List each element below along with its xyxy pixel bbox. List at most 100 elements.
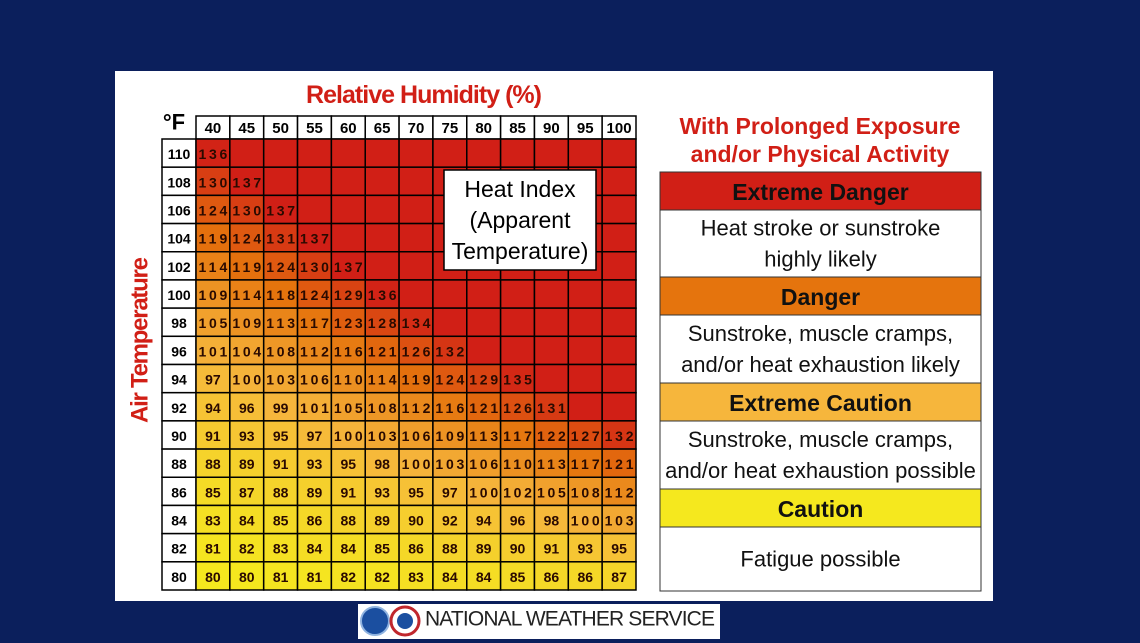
noaa-logo <box>360 606 390 636</box>
row-label: 104 <box>167 231 191 247</box>
cell-value: 106 <box>300 372 329 388</box>
level-description: Fatigue possible <box>740 547 900 572</box>
cell <box>398 279 434 309</box>
cell <box>533 138 570 168</box>
cell-value: 109 <box>199 287 228 303</box>
cell <box>195 363 231 394</box>
cell-value: 85 <box>510 569 526 585</box>
cell <box>195 476 231 507</box>
cell-value: 131 <box>537 400 566 416</box>
cell-value: 85 <box>273 513 289 529</box>
cell-value: 137 <box>334 259 363 275</box>
cell-value: 134 <box>402 315 431 331</box>
cell-value: 129 <box>469 372 498 388</box>
cell-value: 97 <box>442 484 458 500</box>
cell-value: 122 <box>537 428 566 444</box>
cell-value: 137 <box>232 174 261 190</box>
cell-value: 86 <box>577 569 593 585</box>
cell <box>364 504 400 535</box>
cell <box>567 532 603 563</box>
cell <box>567 476 603 507</box>
cell-value: 94 <box>205 400 221 416</box>
cell-value: 88 <box>205 456 221 472</box>
cell-value: 119 <box>199 231 228 247</box>
level-description: and/or heat exhaustion possible <box>665 458 976 483</box>
row-label: 96 <box>171 343 187 359</box>
cell <box>398 448 434 478</box>
cell-value: 124 <box>199 202 228 218</box>
cell <box>262 391 299 422</box>
column-label: 55 <box>306 120 323 137</box>
cell <box>262 138 299 168</box>
cell-value: 85 <box>205 484 221 500</box>
cell-value: 114 <box>368 372 397 388</box>
cell <box>330 138 366 168</box>
cell <box>330 194 366 225</box>
legend-heading: With Prolonged Exposure <box>680 113 961 139</box>
row-label: 88 <box>171 456 187 472</box>
cell <box>601 251 637 281</box>
cell-value: 90 <box>510 541 526 557</box>
cell-value: 117 <box>571 456 600 472</box>
level-description: Sunstroke, muscle cramps, <box>688 427 953 452</box>
cell <box>398 251 434 281</box>
cell-value: 130 <box>199 174 228 190</box>
cell-value: 100 <box>571 513 600 529</box>
cell <box>330 279 366 309</box>
cell <box>499 448 536 478</box>
cell <box>601 307 637 338</box>
column-label: 90 <box>543 120 560 137</box>
row-label: 80 <box>171 569 187 585</box>
cell <box>398 194 434 225</box>
cell <box>499 138 536 168</box>
cell-value: 126 <box>402 343 431 359</box>
column-label: 85 <box>509 120 526 137</box>
cell-value: 86 <box>408 541 424 557</box>
cell <box>398 166 434 197</box>
callout-text: (Apparent <box>469 207 571 233</box>
cell-value: 84 <box>307 541 323 557</box>
cell <box>533 307 570 338</box>
cell-value: 85 <box>374 541 390 557</box>
cell-value: 86 <box>307 513 323 529</box>
nws-logo-center <box>397 613 413 629</box>
cell-value: 84 <box>476 569 492 585</box>
cell <box>601 532 637 563</box>
cell <box>229 476 265 507</box>
row-label: 98 <box>171 315 187 331</box>
cell <box>466 307 502 338</box>
column-label: 65 <box>374 120 391 137</box>
cell <box>432 363 468 394</box>
cell-value: 103 <box>435 456 464 472</box>
cell-value: 97 <box>307 428 323 444</box>
cell <box>466 138 502 168</box>
row-label-cell <box>161 476 197 507</box>
cell <box>364 166 400 197</box>
cell-value: 109 <box>232 315 261 331</box>
cell-value: 106 <box>402 428 431 444</box>
cell <box>229 307 265 338</box>
cell-value: 110 <box>503 456 532 472</box>
cell-value: 97 <box>205 372 221 388</box>
level-header <box>659 276 982 316</box>
cell <box>499 420 536 450</box>
cell <box>229 420 265 450</box>
cell-value: 103 <box>368 428 397 444</box>
footer-text: NATIONAL WEATHER SERVICE <box>425 608 715 631</box>
cell-value: 80 <box>205 569 221 585</box>
cell <box>533 279 570 309</box>
cell <box>601 504 637 535</box>
cell <box>364 251 400 281</box>
cell-value: 95 <box>408 484 424 500</box>
cell <box>432 532 468 563</box>
cell-value: 100 <box>334 428 363 444</box>
cell-value: 105 <box>334 400 363 416</box>
cell <box>398 476 434 507</box>
row-label-cell <box>161 335 197 366</box>
cell-value: 87 <box>239 484 255 500</box>
cell <box>567 279 603 309</box>
cell-value: 89 <box>239 456 255 472</box>
row-label: 84 <box>171 513 187 529</box>
cell-value: 124 <box>300 287 329 303</box>
cell <box>601 138 637 168</box>
